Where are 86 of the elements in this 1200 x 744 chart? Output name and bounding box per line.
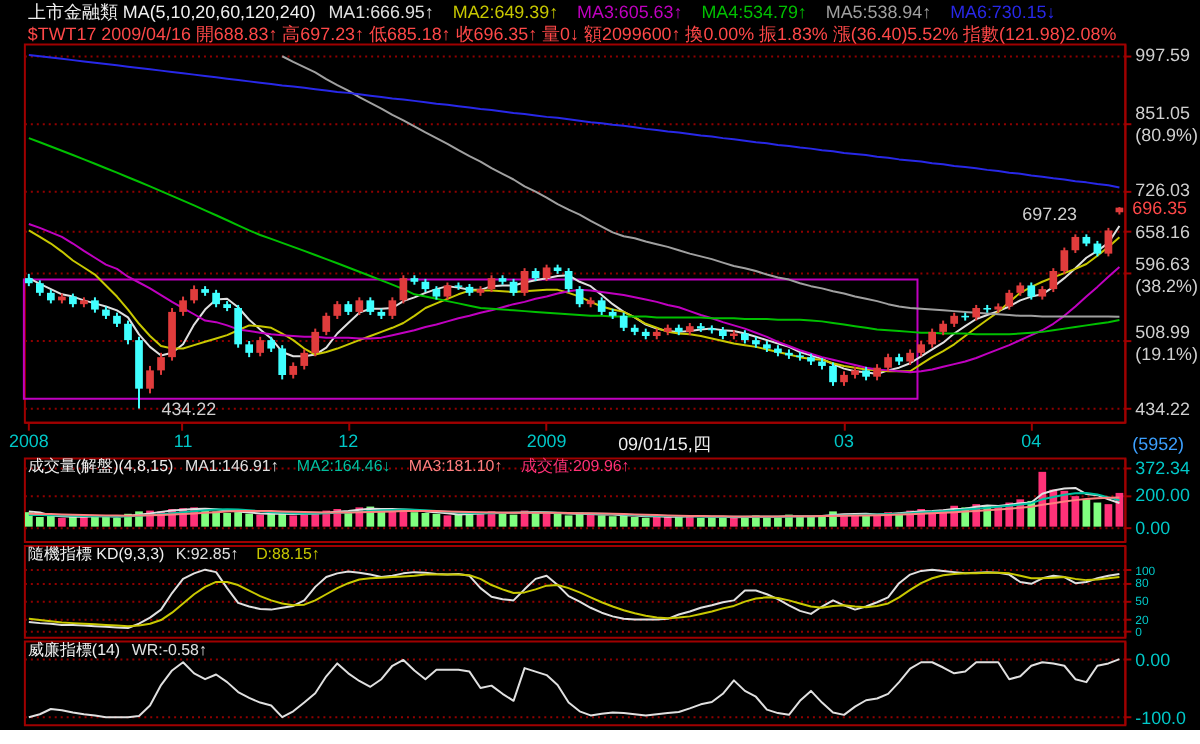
chart-title: 上市金融類 MA(5,10,20,60,120,240): [27, 1, 316, 22]
candlestick: [575, 285, 584, 309]
x-tick-label: 04: [1021, 430, 1042, 451]
candlestick: [829, 361, 837, 387]
bar: [1104, 504, 1113, 527]
text: (5952): [1132, 434, 1185, 455]
series-label: WR:-0.58↑: [131, 640, 207, 659]
candlestick: [322, 311, 331, 337]
x-tick-label: 03: [834, 430, 855, 451]
chart-title: 威廉指標(14): [27, 640, 121, 659]
bar: [58, 517, 66, 527]
candlestick: [1005, 288, 1014, 311]
y-tick-label: 372.34: [1135, 457, 1191, 478]
candlestick: [234, 303, 242, 349]
chart-title: 隨機指標 KD(9,3,3): [27, 545, 166, 564]
text: MA5:538.94↑: [825, 1, 932, 22]
annotation: 434.22: [161, 399, 217, 420]
y-tick-label: 200.00: [1135, 485, 1191, 506]
y-tick-label: 726.03: [1135, 179, 1191, 200]
text: MA3:181.10↑: [408, 457, 503, 476]
candlestick: [256, 335, 265, 358]
bar: [1093, 502, 1102, 527]
candlestick: [388, 296, 397, 320]
chart-title: 成交量(解盤)(4,8,15): [27, 457, 174, 476]
candlestick: [300, 348, 309, 371]
line-series: [27, 53, 1121, 189]
annotation: 697.23: [1022, 203, 1078, 224]
candlestick: [124, 319, 132, 346]
y-tick-label: 508.99 (19.1%): [1135, 321, 1198, 364]
bar: [586, 514, 595, 527]
candlestick: [179, 295, 187, 317]
line-series: [281, 55, 1121, 318]
series-label: D:88.15↑: [256, 545, 320, 564]
x-tick-label: 2009: [526, 430, 567, 451]
x-tick-label: 12: [338, 430, 359, 451]
text: MA2:164.46↓: [296, 457, 391, 476]
y-tick-label: 0.00: [1135, 517, 1171, 538]
y-tick-label: 851.05 (80.9%): [1135, 103, 1198, 146]
candlestick: [1104, 226, 1113, 258]
candlestick: [928, 327, 936, 349]
bar: [1082, 499, 1091, 527]
text: 696.35: [1132, 197, 1188, 218]
line-series: [27, 496, 1121, 518]
candlestick: [619, 311, 628, 333]
candlestick: [564, 267, 573, 294]
bar: [256, 514, 265, 527]
text: MA3:605.63↑: [577, 1, 683, 22]
bar: [443, 515, 452, 527]
candlestick: [1049, 267, 1058, 294]
bar: [454, 514, 463, 527]
bar: [421, 512, 430, 527]
series-label: K:92.85↑: [175, 545, 239, 564]
candlestick: [157, 351, 165, 376]
line-series: [27, 137, 1121, 336]
bar: [509, 514, 518, 527]
y-tick-label: 0.00: [1135, 649, 1171, 670]
text: MA2:649.39↑: [452, 1, 559, 22]
candlestick: [520, 267, 529, 297]
x-tick-label: 11: [173, 430, 193, 451]
y-tick-label: 596.63 (38.2%): [1135, 254, 1198, 297]
text: MA4:534.79↑: [701, 1, 807, 22]
candlestick: [399, 274, 408, 305]
text: 09/01/15,四: [618, 434, 711, 455]
candlestick: [278, 344, 287, 381]
bar: [564, 515, 573, 527]
text: MA1:666.95↑: [328, 1, 434, 22]
candlestick: [1060, 246, 1069, 275]
candlestick: [146, 364, 154, 395]
x-tick-label: 2008: [8, 430, 49, 451]
y-tick-label: 434.22: [1135, 398, 1191, 419]
y-tick-label: 658.16: [1135, 221, 1191, 242]
line-series: [27, 658, 1121, 719]
text: 成交值:209.96↑: [520, 457, 630, 476]
bar: [410, 512, 419, 527]
y-tick-label: 997.59: [1135, 44, 1191, 65]
y-tick-label: -100.0: [1135, 708, 1187, 729]
chart-subtitle: $TWT17 2009/04/16 開688.83↑ 高697.23↑ 低685.18↑ 收696.35↑ 量0↓ 額2099600↑ 換0.00% 振1.83% 漲(36.40)5.52% 指數(121.98)2.08%: [27, 23, 1117, 44]
candlestick: [168, 307, 176, 362]
bar: [553, 513, 562, 527]
bar: [730, 517, 738, 527]
bar: [80, 517, 88, 527]
candlestick: [311, 327, 320, 358]
bar: [432, 513, 441, 527]
bar: [498, 513, 507, 527]
text: MA1:146.91↑: [184, 457, 279, 476]
text: MA6:730.15↓: [950, 1, 1056, 22]
